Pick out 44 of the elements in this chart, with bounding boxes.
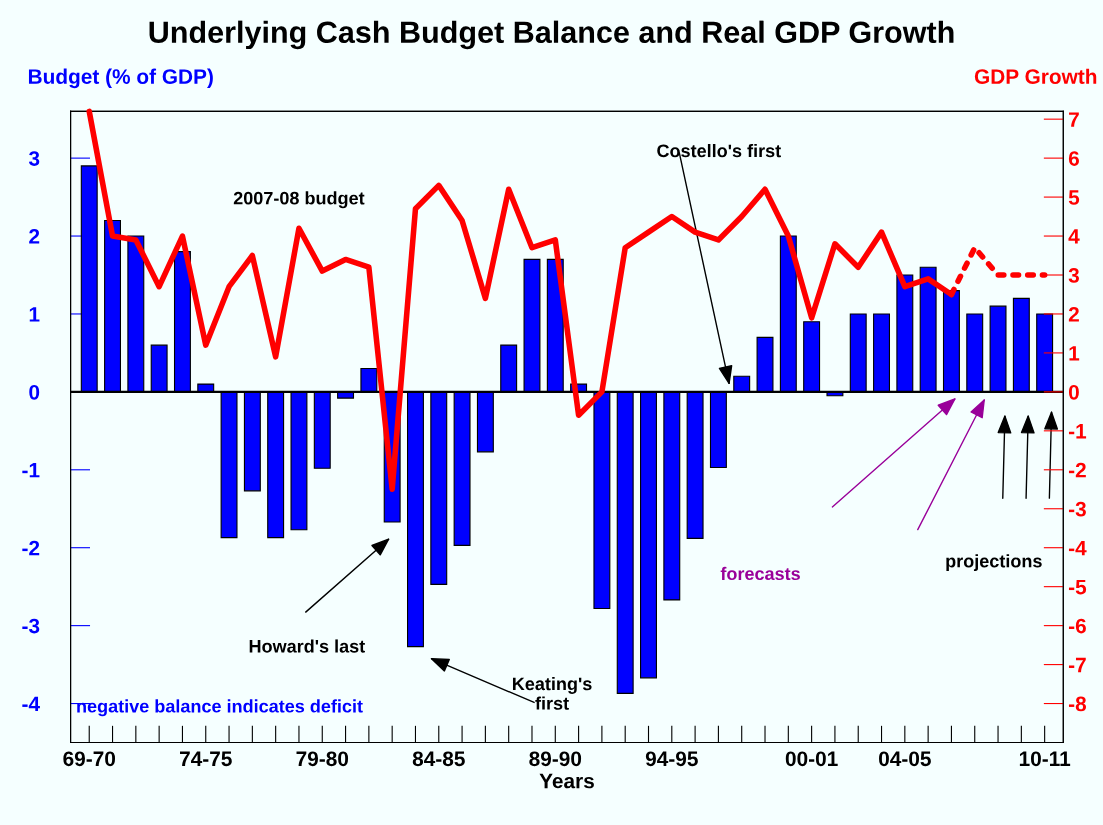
- y-tick-label: 2: [29, 229, 40, 244]
- y2-tick-label: -1: [1068, 424, 1087, 439]
- y2-tick-label: 7: [1069, 112, 1079, 127]
- y2-axis-title: GDP Growth: [974, 68, 1097, 84]
- y2-tick-label: -2: [1068, 462, 1086, 478]
- y2-tick-label: -4: [1068, 540, 1087, 556]
- annotation: 2007-08 budget: [233, 191, 365, 209]
- x-tick-label: 04-05: [879, 751, 931, 767]
- annotation: Keating's first: [512, 676, 592, 710]
- chart-title: Underlying Cash Budget Balance and Real GDP Growth: [149, 20, 954, 50]
- y-tick-label: -2: [22, 540, 40, 556]
- y2-tick-label: 2: [1068, 306, 1079, 322]
- y2-tick-label: 1: [1069, 346, 1080, 361]
- x-tick-label: 74-75: [180, 751, 232, 767]
- annotation: forecasts: [720, 566, 800, 581]
- y2-tick-label: 0: [1068, 384, 1079, 400]
- y2-tick-label: 6: [1068, 151, 1079, 166]
- y-tick-label: -4: [22, 696, 40, 712]
- x-tick-label: 89-90: [529, 751, 582, 767]
- x-tick-label: 10-11: [1019, 751, 1071, 767]
- y-tick-label: -3: [22, 618, 40, 634]
- y2-tick-label: -5: [1068, 579, 1087, 595]
- x-tick-label: 00-01: [785, 751, 838, 767]
- x-tick-label: 84-85: [412, 751, 465, 767]
- annotation: projections: [946, 554, 1042, 572]
- y-axis-title: Budget (% of GDP): [28, 68, 213, 89]
- x-axis-title: Years: [539, 773, 594, 789]
- y2-tick-label: -3: [1068, 501, 1086, 517]
- x-tick-label: 94-95: [645, 751, 698, 767]
- y-tick-label: -1: [22, 463, 40, 478]
- y-tick-label: 1: [29, 307, 40, 322]
- y2-tick-label: 5: [1068, 190, 1080, 205]
- y2-tick-label: -6: [1068, 618, 1086, 634]
- y2-tick-label: -7: [1068, 657, 1086, 673]
- x-tick-label: 79-80: [296, 751, 349, 767]
- annotation: Costello's first: [657, 143, 781, 158]
- annotation: negative balance indicates deficit: [77, 699, 363, 717]
- annotation: Howard's last: [249, 639, 365, 653]
- y-tick-label: 3: [28, 151, 40, 166]
- y-tick-label: 0: [29, 384, 40, 400]
- y2-tick-label: 3: [1068, 268, 1079, 283]
- y2-tick-label: -8: [1068, 696, 1087, 712]
- y2-tick-label: 4: [1068, 229, 1080, 244]
- x-tick-label: 69-70: [63, 751, 116, 767]
